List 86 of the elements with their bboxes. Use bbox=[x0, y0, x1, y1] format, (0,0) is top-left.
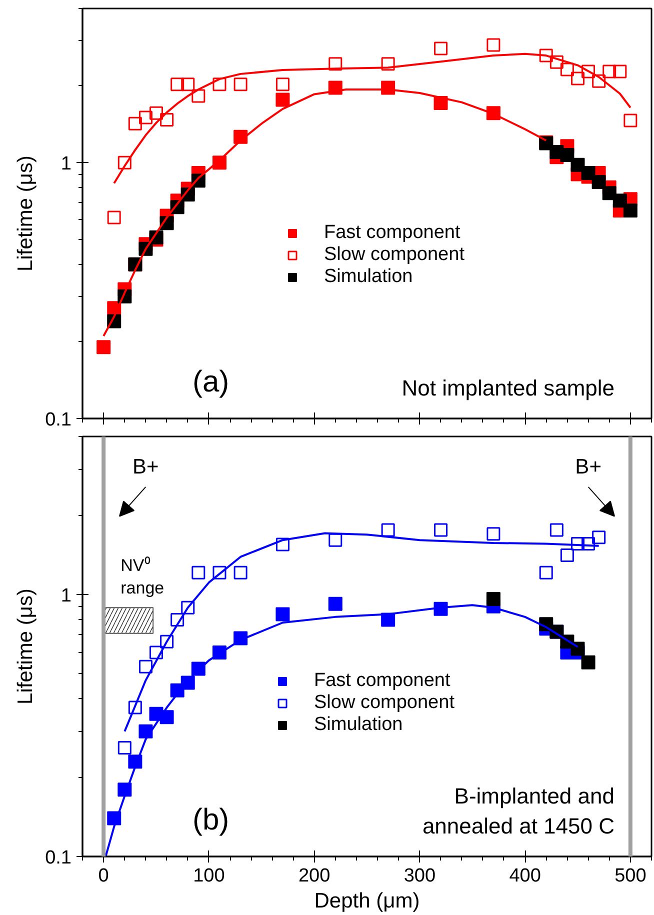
y-axis-title: Lifetime (μs) bbox=[14, 156, 38, 272]
point bbox=[181, 600, 195, 614]
point bbox=[138, 660, 152, 674]
point bbox=[570, 536, 584, 550]
point bbox=[276, 92, 290, 107]
point bbox=[150, 106, 164, 120]
point bbox=[550, 523, 564, 537]
point bbox=[612, 194, 627, 208]
point bbox=[276, 78, 290, 92]
point bbox=[160, 710, 174, 724]
point bbox=[160, 113, 174, 127]
point bbox=[328, 533, 342, 547]
x-axis-title: Depth (μm) bbox=[314, 890, 420, 912]
point bbox=[592, 74, 606, 88]
point bbox=[160, 634, 174, 648]
x-tick-label: 200 bbox=[298, 866, 330, 886]
point bbox=[570, 642, 585, 656]
point bbox=[170, 78, 184, 92]
x-tick-label: 0 bbox=[98, 866, 109, 886]
x-tick-label: 300 bbox=[404, 866, 436, 886]
x-tick-label: 100 bbox=[193, 866, 225, 886]
point bbox=[212, 566, 226, 580]
legend-label: Simulation bbox=[314, 714, 403, 736]
point bbox=[234, 566, 248, 580]
point bbox=[276, 607, 290, 622]
point bbox=[381, 57, 395, 71]
x-tick-label: 400 bbox=[509, 866, 541, 886]
y-tick-label: 1 bbox=[60, 585, 72, 606]
point bbox=[560, 62, 574, 76]
annotation: Not implanted sample bbox=[402, 376, 615, 400]
point bbox=[96, 340, 111, 354]
point bbox=[560, 548, 574, 562]
legend-label: Slow component bbox=[324, 244, 464, 266]
point bbox=[539, 566, 553, 580]
point bbox=[234, 78, 248, 92]
x-tick-label: 500 bbox=[614, 866, 646, 886]
point bbox=[118, 740, 132, 754]
point bbox=[486, 592, 500, 606]
point bbox=[150, 646, 164, 660]
point bbox=[582, 536, 596, 550]
point bbox=[592, 530, 606, 544]
point bbox=[434, 523, 448, 537]
legend-label: Fast component bbox=[324, 222, 460, 244]
point bbox=[328, 596, 342, 611]
point bbox=[602, 64, 616, 78]
point bbox=[486, 527, 500, 541]
point bbox=[212, 78, 226, 92]
point bbox=[192, 566, 206, 580]
point bbox=[170, 612, 184, 626]
point bbox=[581, 166, 596, 180]
point bbox=[582, 64, 596, 78]
annotation: B+ bbox=[575, 456, 602, 478]
point bbox=[128, 116, 142, 130]
y-axis-title: Lifetime (μs) bbox=[14, 588, 38, 704]
legend-label: Fast component bbox=[314, 670, 450, 692]
y-tick-label: 0.1 bbox=[45, 410, 72, 430]
point bbox=[550, 55, 564, 69]
point bbox=[381, 523, 395, 537]
point bbox=[624, 114, 638, 128]
point bbox=[192, 89, 206, 103]
point bbox=[560, 148, 574, 162]
y-tick-label: 0.1 bbox=[45, 848, 72, 868]
point bbox=[570, 72, 584, 86]
point bbox=[107, 210, 121, 224]
annotation: B-implanted and annealed at 1450 C bbox=[422, 784, 615, 838]
text: (b) bbox=[192, 804, 230, 836]
legend-label: Simulation bbox=[324, 266, 413, 288]
legend-label: Slow component bbox=[314, 692, 454, 714]
point bbox=[434, 42, 448, 56]
point bbox=[138, 110, 152, 124]
point bbox=[181, 78, 195, 92]
point bbox=[328, 57, 342, 71]
point bbox=[570, 158, 585, 172]
y-tick-label: 1 bbox=[60, 154, 72, 175]
text: (a) bbox=[192, 366, 230, 398]
band-label: NV⁰ range bbox=[120, 556, 164, 598]
point bbox=[539, 48, 553, 62]
point bbox=[613, 64, 627, 78]
point bbox=[118, 156, 132, 170]
point bbox=[623, 203, 638, 218]
annotation: B+ bbox=[132, 456, 159, 478]
point bbox=[276, 538, 290, 552]
point bbox=[486, 38, 500, 52]
point bbox=[581, 655, 596, 670]
point bbox=[128, 700, 142, 714]
point bbox=[592, 174, 606, 189]
